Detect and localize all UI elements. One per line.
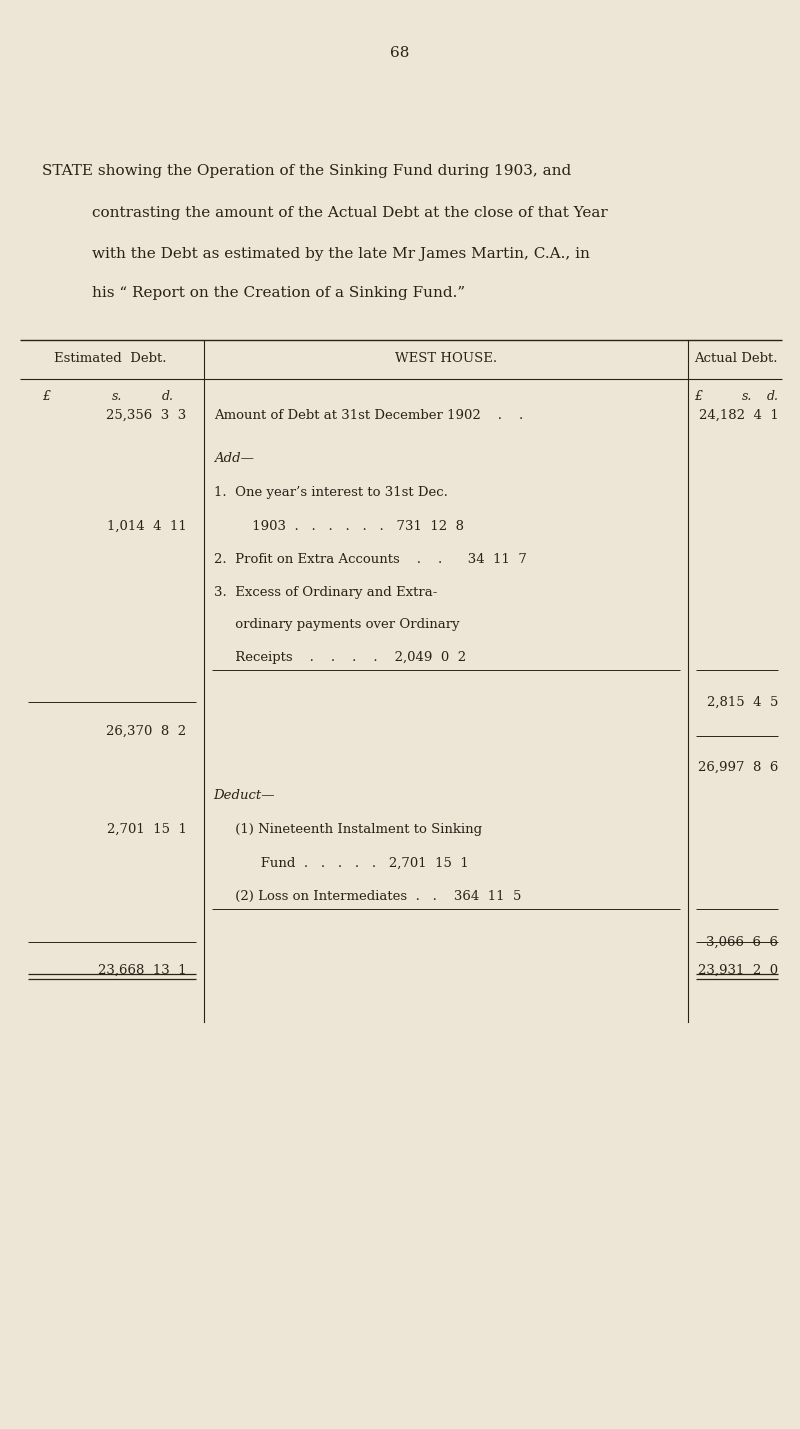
Text: Amount of Debt at 31st December 1902    .    .: Amount of Debt at 31st December 1902 . . (214, 409, 523, 422)
Text: d.: d. (766, 390, 778, 403)
Text: with the Debt as estimated by the late Mr James Martin, C.A., in: with the Debt as estimated by the late M… (92, 247, 590, 262)
Text: Receipts    .    .    .    .    2,049  0  2: Receipts . . . . 2,049 0 2 (214, 650, 466, 663)
Text: Actual Debt.: Actual Debt. (694, 352, 778, 364)
Text: 1903  .   .   .   .   .   .   731  12  8: 1903 . . . . . . 731 12 8 (214, 520, 464, 533)
Text: 24,182  4  1: 24,182 4 1 (698, 409, 778, 422)
Text: 68: 68 (390, 46, 410, 60)
Text: 2,701  15  1: 2,701 15 1 (106, 823, 186, 836)
Text: 23,931  2  0: 23,931 2 0 (698, 963, 778, 976)
Text: (1) Nineteenth Instalment to Sinking: (1) Nineteenth Instalment to Sinking (214, 823, 482, 836)
Text: 2.  Profit on Extra Accounts    .    .      34  11  7: 2. Profit on Extra Accounts . . 34 11 7 (214, 553, 526, 566)
Text: his “ Report on the Creation of a Sinking Fund.”: his “ Report on the Creation of a Sinkin… (92, 286, 465, 300)
Text: s.: s. (742, 390, 752, 403)
Text: (2) Loss on Intermediates  .   .    364  11  5: (2) Loss on Intermediates . . 364 11 5 (214, 890, 521, 903)
Text: 3,066  6  6: 3,066 6 6 (706, 936, 778, 949)
Text: Deduct—: Deduct— (214, 789, 275, 802)
Text: s.: s. (112, 390, 122, 403)
Text: contrasting the amount of the Actual Debt at the close of that Year: contrasting the amount of the Actual Deb… (92, 206, 608, 220)
Text: Add—: Add— (214, 452, 254, 466)
Text: ordinary payments over Ordinary: ordinary payments over Ordinary (214, 619, 459, 632)
Text: 3.  Excess of Ordinary and Extra-: 3. Excess of Ordinary and Extra- (214, 586, 437, 599)
Text: Fund  .   .   .   .   .   2,701  15  1: Fund . . . . . 2,701 15 1 (214, 856, 468, 869)
Text: 25,356  3  3: 25,356 3 3 (106, 409, 186, 422)
Text: £: £ (694, 390, 702, 403)
Text: d.: d. (162, 390, 174, 403)
Text: STATE showing the Operation of the Sinking Fund during 1903, and: STATE showing the Operation of the Sinki… (42, 164, 571, 179)
Text: WEST HOUSE.: WEST HOUSE. (394, 352, 497, 364)
Text: 1,014  4  11: 1,014 4 11 (106, 520, 186, 533)
Text: £: £ (42, 390, 50, 403)
Text: Estimated  Debt.: Estimated Debt. (54, 352, 166, 364)
Text: 23,668  13  1: 23,668 13 1 (98, 963, 186, 976)
Text: 26,370  8  2: 26,370 8 2 (106, 725, 186, 737)
Text: 26,997  8  6: 26,997 8 6 (698, 760, 778, 773)
Text: 1.  One year’s interest to 31st Dec.: 1. One year’s interest to 31st Dec. (214, 486, 447, 499)
Text: 2,815  4  5: 2,815 4 5 (707, 696, 778, 709)
